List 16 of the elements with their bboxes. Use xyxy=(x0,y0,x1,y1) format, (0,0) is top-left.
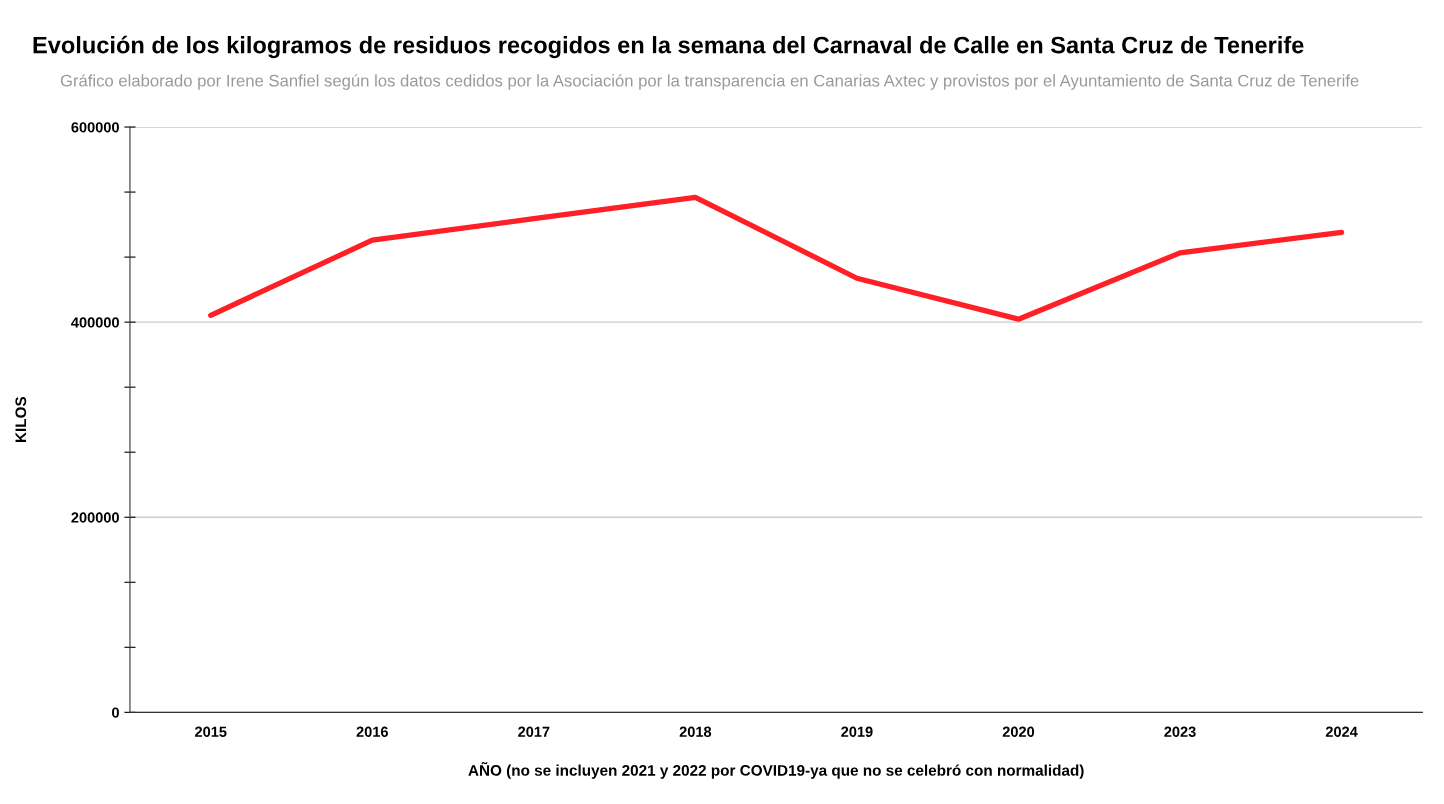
chart-subtitle: Gráfico elaborado por Irene Sanfiel según los datos cedidos por la Asociación por la transparencia en Canarias Axtec y provistos por el Ayuntamiento de Santa Cruz de Tenerife xyxy=(60,74,1359,90)
x-tick-label: 2016 xyxy=(356,726,388,737)
x-tick-label: 2017 xyxy=(518,726,550,737)
y-tick-label: 200000 xyxy=(71,512,119,523)
x-axis-title: AÑO (no se incluyen 2021 y 2022 por COVID19-ya que no se celebró con normalidad) xyxy=(468,762,1084,779)
y-tick-label: 0 xyxy=(112,707,119,718)
y-tick-label: 600000 xyxy=(71,122,119,133)
x-tick-label: 2020 xyxy=(1002,726,1035,737)
x-tick-label: 2018 xyxy=(679,726,712,737)
y-axis-title: KILOS xyxy=(15,396,27,443)
x-tick-label: 2015 xyxy=(195,726,227,737)
x-tick-label: 2024 xyxy=(1325,726,1358,737)
x-tick-label: 2019 xyxy=(841,726,873,737)
x-tick-label: 2023 xyxy=(1164,726,1196,737)
y-tick-label: 400000 xyxy=(71,317,119,328)
chart-title: Evolución de los kilogramos de residuos recogidos en la semana del Carnaval de Calle en Santa Cruz de Tenerife xyxy=(33,35,1304,59)
